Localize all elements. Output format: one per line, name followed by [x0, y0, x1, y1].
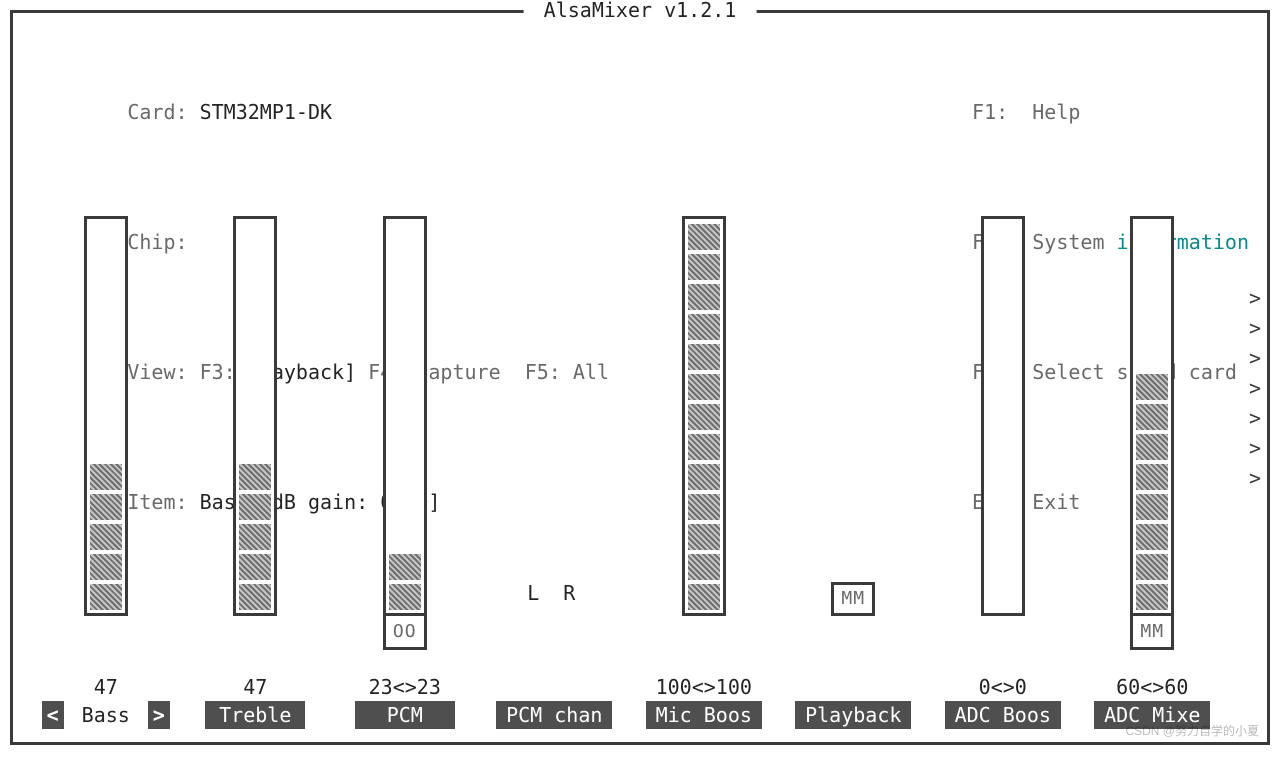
select-left-icon[interactable]: < [42, 701, 64, 729]
window-title: AlsaMixer v1.2.1 [524, 0, 757, 23]
channel-value: 47 [94, 674, 118, 700]
channel-adc-mixe[interactable]: MM60<>60ADC Mixe [1078, 203, 1228, 730]
card-value: STM32MP1-DK [200, 100, 332, 124]
channel-label-row: Treble [205, 700, 305, 730]
channel-label[interactable]: ADC Boos [945, 701, 1061, 729]
watermark: CSDN @努力自学的小夏 [1125, 724, 1259, 740]
mute-indicator[interactable]: MM [1130, 616, 1174, 650]
channel-pcm[interactable]: OO 23<>23PCM [330, 203, 480, 730]
mute-indicator[interactable]: MM [831, 582, 875, 616]
channel-mic-boos[interactable]: 100<>100Mic Boos [629, 203, 779, 730]
volume-bar[interactable] [981, 216, 1025, 616]
scroll-right-icon[interactable]: >>>>>>> [1249, 283, 1261, 493]
channel-label-row: ADC Boos [945, 700, 1061, 730]
channel-value: 100<>100 [656, 674, 752, 700]
channel-label[interactable]: Bass [64, 701, 148, 729]
channel-label[interactable]: Playback [795, 701, 911, 729]
volume-bar[interactable] [233, 216, 277, 616]
channel-bass[interactable]: 47<Bass> [31, 203, 181, 730]
channel-value: 47 [243, 674, 267, 700]
channel-label-row: <Bass> [42, 700, 170, 730]
channel-label[interactable]: PCM [355, 701, 455, 729]
channel-label[interactable]: Treble [205, 701, 305, 729]
mute-indicator[interactable]: OO [383, 616, 427, 650]
channel-label-row: PCM chan [496, 700, 612, 730]
volume-bar[interactable] [383, 216, 427, 616]
volume-bar[interactable] [682, 216, 726, 616]
channel-label[interactable]: PCM chan [496, 701, 612, 729]
volume-bar[interactable] [1130, 216, 1174, 616]
select-right-icon[interactable]: > [148, 701, 170, 729]
channel-adc-boos[interactable]: 0<>0ADC Boos [928, 203, 1078, 730]
channel-playback[interactable]: MM Playback [779, 203, 929, 730]
channel-treble[interactable]: 47Treble [181, 203, 331, 730]
channel-label-row: Mic Boos [646, 700, 762, 730]
mixer-area: 47<Bass>47TrebleOO23<>23PCML RPCM chan10… [31, 203, 1227, 730]
f1-key: F1: [972, 100, 1032, 124]
card-label: Card: [127, 100, 199, 124]
channel-label-row: Playback [795, 700, 911, 730]
channel-value: 60<>60 [1116, 674, 1188, 700]
channel-pcm-chan[interactable]: L R PCM chan [480, 203, 630, 730]
channel-value: 0<>0 [979, 674, 1027, 700]
volume-bar[interactable] [84, 216, 128, 616]
channel-value: 23<>23 [369, 674, 441, 700]
f1-val[interactable]: Help [1032, 100, 1080, 124]
channel-label[interactable]: Mic Boos [646, 701, 762, 729]
lr-label: L R [527, 216, 581, 616]
alsamixer-window: AlsaMixer v1.2.1 Card: STM32MP1-DK Chip:… [10, 10, 1270, 745]
channel-label-row: PCM [355, 700, 455, 730]
channels-row: 47<Bass>47TrebleOO23<>23PCML RPCM chan10… [31, 203, 1227, 730]
